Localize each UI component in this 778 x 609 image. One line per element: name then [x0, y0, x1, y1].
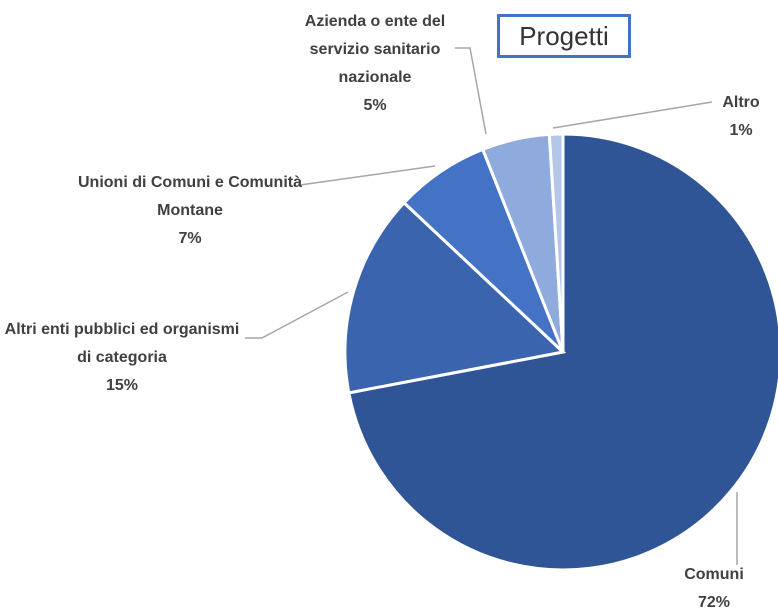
value-label: 5%	[363, 97, 387, 114]
value-label: 7%	[178, 230, 202, 247]
leader-line	[299, 165, 436, 186]
slice-label: Comuni 72%	[672, 561, 756, 609]
leader-line	[245, 291, 349, 339]
slice-label: Azienda o ente del servizio sanitario na…	[280, 8, 470, 120]
chart-title: Progetti	[497, 14, 631, 58]
category-label: Altro	[722, 94, 760, 111]
slice-label: Altri enti pubblici ed organismi di cate…	[2, 316, 242, 400]
slice-label: Unioni di Comuni e Comunità Montane 7%	[75, 169, 305, 253]
leader-line	[455, 47, 487, 135]
pie-slice	[343, 200, 567, 395]
slice-label: Altro 1%	[705, 89, 777, 145]
value-label: 1%	[729, 122, 753, 139]
category-label: Azienda o ente del servizio sanitario na…	[304, 13, 446, 86]
pie-slice	[547, 132, 565, 353]
category-label: Unioni di Comuni e Comunità Montane	[78, 174, 302, 219]
category-label: Altri enti pubblici ed organismi di cate…	[4, 321, 240, 366]
value-label: 15%	[105, 377, 139, 394]
value-label: 72%	[697, 594, 731, 609]
category-label: Comuni	[684, 566, 744, 583]
leader-line	[552, 101, 713, 129]
